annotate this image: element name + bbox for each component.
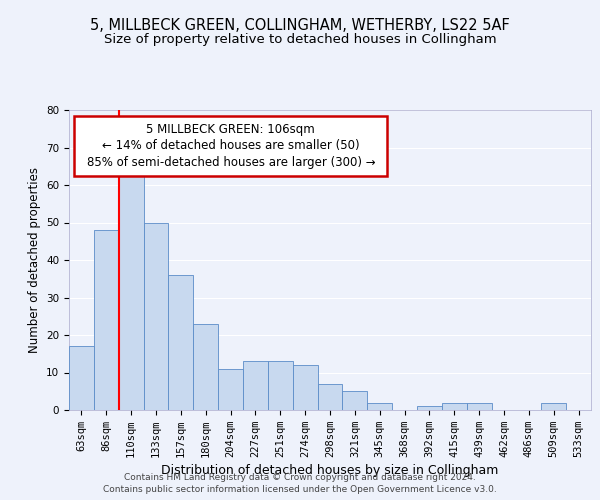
Bar [343,391,367,410]
Bar [69,346,94,410]
Bar [94,230,119,410]
Bar [417,406,442,410]
Bar [143,222,169,410]
Bar [467,402,491,410]
Text: 5 MILLBECK GREEN: 106sqm: 5 MILLBECK GREEN: 106sqm [146,122,315,136]
Bar [119,159,143,410]
Y-axis label: Number of detached properties: Number of detached properties [28,167,41,353]
Bar [169,275,193,410]
X-axis label: Distribution of detached houses by size in Collingham: Distribution of detached houses by size … [161,464,499,477]
Bar [268,361,293,410]
FancyBboxPatch shape [74,116,388,176]
Bar [442,402,467,410]
Text: Size of property relative to detached houses in Collingham: Size of property relative to detached ho… [104,32,496,46]
Bar [367,402,392,410]
Text: 5, MILLBECK GREEN, COLLINGHAM, WETHERBY, LS22 5AF: 5, MILLBECK GREEN, COLLINGHAM, WETHERBY,… [90,18,510,32]
Bar [218,369,243,410]
Bar [193,324,218,410]
Text: 85% of semi-detached houses are larger (300) →: 85% of semi-detached houses are larger (… [86,156,375,170]
Bar [317,384,343,410]
Bar [243,361,268,410]
Text: Contains HM Land Registry data © Crown copyright and database right 2024.
Contai: Contains HM Land Registry data © Crown c… [103,472,497,494]
Bar [541,402,566,410]
Text: ← 14% of detached houses are smaller (50): ← 14% of detached houses are smaller (50… [102,140,359,152]
Bar [293,365,317,410]
